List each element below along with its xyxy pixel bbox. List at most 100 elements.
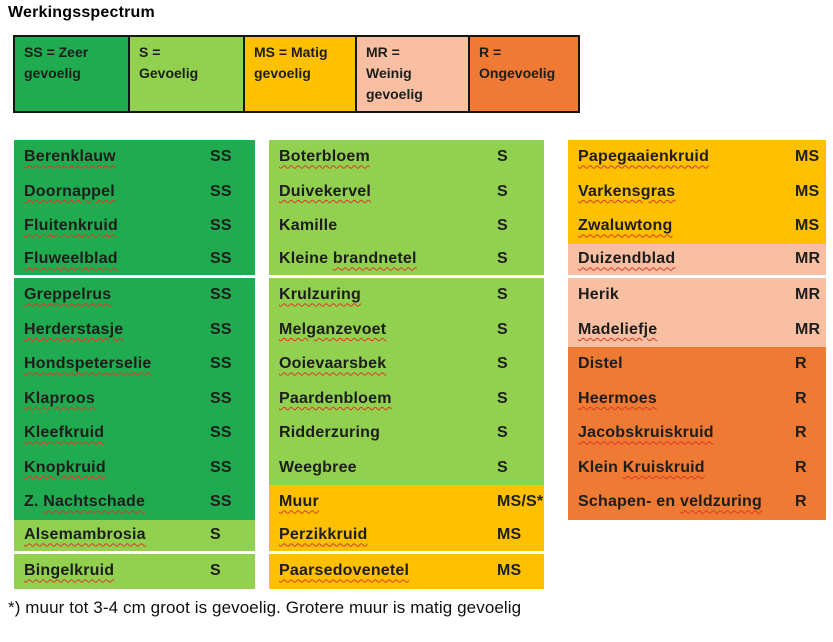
sensitivity-code: S (210, 526, 221, 544)
plant-name: Paarsedovenetel (279, 562, 410, 580)
legend-table: SS = Zeer gevoelig S = Gevoelig MS = Matig ge… (13, 35, 580, 113)
sensitivity-code: SS (210, 355, 232, 373)
sensitivity-code: SS (210, 458, 232, 476)
sensitivity-code: MS/S* (497, 493, 544, 511)
legend-label: gevoelig (24, 65, 81, 81)
page-title: Werkingsspectrum (8, 4, 155, 21)
plant-name: Weegbree (279, 458, 357, 476)
sensitivity-code: R (795, 424, 807, 442)
legend-cell-ms: MS = Matig gevoelig (243, 37, 355, 111)
legend-label: S = (139, 44, 161, 60)
legend-label: Gevoelig (139, 65, 199, 81)
plant-name: Kleefkruid (24, 424, 105, 442)
sensitivity-code: S (497, 286, 508, 304)
spectrum-row: Herik MR (568, 278, 826, 313)
spectrum-row: Greppelrus SS (14, 278, 255, 313)
spectrum-row: Zwaluwtong MS (568, 209, 826, 244)
plant-name: Klaproos (24, 389, 95, 407)
sensitivity-code: S (497, 250, 508, 268)
spectrum-row: Fluweelblad SS (14, 243, 255, 278)
plant-name: Heermoes (578, 389, 657, 407)
sensitivity-code: SS (210, 424, 232, 442)
legend-label: MS = Matig (254, 44, 328, 60)
plant-name: Duivekervel (279, 182, 372, 200)
plant-name: Herderstasje (24, 320, 124, 338)
spectrum-row: Muur MS/S* (269, 485, 544, 520)
spectrum-row: Herderstasje SS (14, 312, 255, 347)
sensitivity-code: SS (210, 182, 232, 200)
plant-name: Duizendblad (578, 250, 676, 268)
spectrum-row: Z. Nachtschade SS (14, 485, 255, 520)
legend-label: R = (479, 44, 502, 60)
spectrum-row: Kleine brandnetel S (269, 243, 544, 278)
plant-name: Ooievaarsbek (279, 355, 387, 373)
spectrum-row: Distel R (568, 347, 826, 382)
plant-name: Zwaluwtong (578, 217, 673, 235)
spectrum-row: Duivekervel S (269, 174, 544, 209)
sensitivity-code: S (497, 217, 508, 235)
sensitivity-code: SS (210, 286, 232, 304)
sensitivity-code: S (497, 355, 508, 373)
plant-name: Papegaaienkruid (578, 148, 710, 166)
sensitivity-code: S (497, 424, 508, 442)
spectrum-row: Varkensgras MS (568, 174, 826, 209)
sensitivity-code: SS (210, 148, 232, 166)
legend-cell-ss: SS = Zeer gevoelig (15, 37, 128, 111)
spectrum-row: Doornappel SS (14, 174, 255, 209)
plant-name: Fluitenkruid (24, 217, 118, 235)
sensitivity-code: MS (497, 562, 522, 580)
plant-name: Z. Nachtschade (24, 493, 146, 511)
plant-name: Krulzuring (279, 286, 361, 304)
plant-name: Varkensgras (578, 182, 676, 200)
sensitivity-code: SS (210, 250, 232, 268)
sensitivity-code: MS (795, 182, 820, 200)
sensitivity-code: S (210, 562, 221, 580)
legend-cell-mr: MR = Weinig gevoelig (355, 37, 468, 111)
plant-name: Alsemambrosia (24, 526, 146, 544)
spectrum-row: Kamille S (269, 209, 544, 244)
legend-label: Weinig (366, 65, 412, 81)
spectrum-row: Knopkruid SS (14, 450, 255, 485)
plant-column-1: Berenklauw SS Doornappel SS Fluitenkruid SS Fl… (14, 140, 255, 589)
spectrum-row: Papegaaienkruid MS (568, 140, 826, 175)
plant-name: Hondspeterselie (24, 355, 152, 373)
spectrum-row: Bingelkruid S (14, 554, 255, 589)
spectrum-row: Paardenbloem S (269, 381, 544, 416)
sensitivity-code: R (795, 389, 807, 407)
sensitivity-code: R (795, 458, 807, 476)
plant-column-2: Boterbloem S Duivekervel S Kamille S Kleine br… (269, 140, 544, 589)
spectrum-row: Duizendblad MR (568, 243, 826, 278)
plant-name: Kleine brandnetel (279, 250, 417, 268)
spectrum-row: Ridderzuring S (269, 416, 544, 451)
plant-name: Distel (578, 355, 623, 373)
sensitivity-code: S (497, 458, 508, 476)
plant-name: Greppelrus (24, 286, 112, 304)
spectrum-row: Fluitenkruid SS (14, 209, 255, 244)
spectrum-row: Krulzuring S (269, 278, 544, 313)
sensitivity-code: SS (210, 320, 232, 338)
plant-name: Boterbloem (279, 148, 370, 166)
sensitivity-code: SS (210, 389, 232, 407)
sensitivity-code: MS (795, 217, 820, 235)
spectrum-row: Klein Kruiskruid R (568, 450, 826, 485)
legend-cell-r: R = Ongevoelig (468, 37, 578, 111)
spectrum-row: Klaproos SS (14, 381, 255, 416)
plant-name: Doornappel (24, 182, 115, 200)
sensitivity-code: S (497, 182, 508, 200)
plant-column-3: Papegaaienkruid MS Varkensgras MS Zwaluwtong… (568, 140, 826, 520)
sensitivity-code: MS (795, 148, 820, 166)
spectrum-row: Berenklauw SS (14, 140, 255, 175)
plant-name: Paardenbloem (279, 389, 392, 407)
spectrum-row: Weegbree S (269, 450, 544, 485)
spectrum-row: Jacobskruiskruid R (568, 416, 826, 451)
plant-name: Kamille (279, 217, 338, 235)
spectrum-row: Madeliefje MR (568, 312, 826, 347)
legend-label: Ongevoelig (479, 65, 556, 81)
spectrum-row: Kleefkruid SS (14, 416, 255, 451)
spectrum-row: Ooievaarsbek S (269, 347, 544, 382)
legend-cell-s: S = Gevoelig (128, 37, 243, 111)
plant-name: Melganzevoet (279, 320, 387, 338)
spectrum-row: Perzikkruid MS (269, 519, 544, 554)
sensitivity-code: S (497, 389, 508, 407)
